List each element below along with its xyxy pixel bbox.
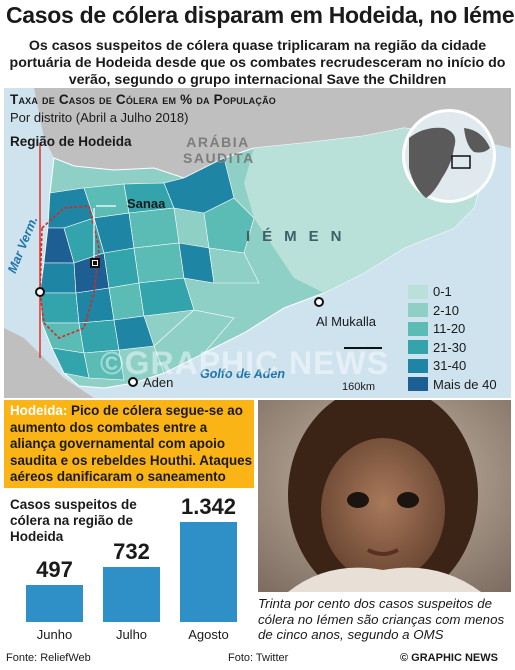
map-panel (4, 88, 511, 398)
watermark: ©GRAPHIC NEWS (100, 345, 390, 381)
yemen-label: IÉMEN (246, 228, 354, 245)
map-subtitle: Por distrito (Abril a Julho 2018) (10, 110, 189, 125)
gulf-label: Golfo de Aden (200, 367, 285, 381)
bar-agosto (180, 522, 237, 622)
legend-swatch (408, 377, 428, 391)
legend-item: 21-30 (408, 339, 508, 356)
hodeida-region-label: Região de Hodeida (10, 134, 132, 149)
map-title: Taxa de Casos de Cólera em % da Populaçã… (10, 92, 276, 107)
info-head: Hodeida: (10, 403, 68, 418)
legend-label: 11-20 (433, 321, 466, 336)
aden-marker (128, 377, 138, 387)
info-text: Hodeida: Pico de cólera segue-se ao aume… (10, 403, 254, 486)
copyright: © GRAPHIC NEWS (400, 652, 498, 664)
legend-label: 0-1 (433, 284, 452, 299)
photo-source-label: Foto: Twitter (228, 652, 289, 664)
scale-label: 160km (342, 381, 376, 393)
yemen-map (4, 88, 511, 398)
info-body: Pico de cólera segue-se ao aumento dos c… (10, 403, 253, 484)
saudi-label: ARÁBIA SAUDITA (183, 134, 255, 166)
bar-category-label: Julho (115, 627, 148, 642)
legend-swatch (408, 303, 428, 317)
legend-label: Mais de 40 (433, 376, 497, 392)
bar-value-label: 497 (36, 556, 73, 582)
locator-globe (402, 109, 496, 203)
bar-junho (26, 584, 83, 622)
info-box (4, 400, 254, 488)
hodeida-outline (39, 205, 100, 339)
western-districts (39, 157, 260, 381)
subtitle: Os casos suspeitos de cólera quase tripl… (9, 38, 506, 88)
legend-label: 2-10 (433, 302, 460, 318)
legend-item: 2-10 (408, 302, 508, 319)
legend-label: 31-40 (433, 358, 467, 373)
hodeida-marker (35, 287, 45, 297)
source-label: Fonte: ReliefWeb (6, 652, 91, 664)
bar-value-label: 732 (113, 539, 150, 565)
photo-caption: Trinta por cento dos casos suspeitos de … (258, 596, 505, 642)
legend-swatch (408, 358, 428, 373)
legend-swatch (408, 284, 428, 299)
legend-item: 11-20 (408, 320, 508, 337)
legend-swatch (408, 321, 428, 336)
saudi-land (4, 88, 511, 178)
sanaa-marker (90, 258, 100, 268)
photo-illustration (258, 400, 511, 592)
page-title: Casos de cólera disparam em Hodeida, no … (6, 2, 515, 28)
bar-category-label: Agosto (188, 627, 229, 642)
bar-category-label: Junho (36, 627, 73, 642)
child-photo (258, 400, 511, 592)
aden-label: Aden (143, 375, 174, 390)
africa-land (4, 328, 94, 398)
legend: 0-1 2-10 11-20 21-30 31-40 Mais de 40 (408, 283, 508, 394)
mukalla-marker (314, 297, 324, 307)
legend-item: 31-40 (408, 357, 508, 374)
legend-item: 0-1 (408, 283, 508, 300)
bar-value-label: 1.342 (180, 494, 237, 519)
sanaa-label: Sanaa (127, 196, 166, 211)
legend-item: Mais de 40 (408, 376, 508, 393)
bar-julho (103, 567, 160, 622)
mukalla-label: Al Mukalla (316, 314, 376, 329)
legend-label: 21-30 (433, 339, 467, 355)
legend-swatch (408, 340, 428, 354)
bar-chart-title: Casos suspeitos de cólera na região de H… (10, 497, 137, 544)
